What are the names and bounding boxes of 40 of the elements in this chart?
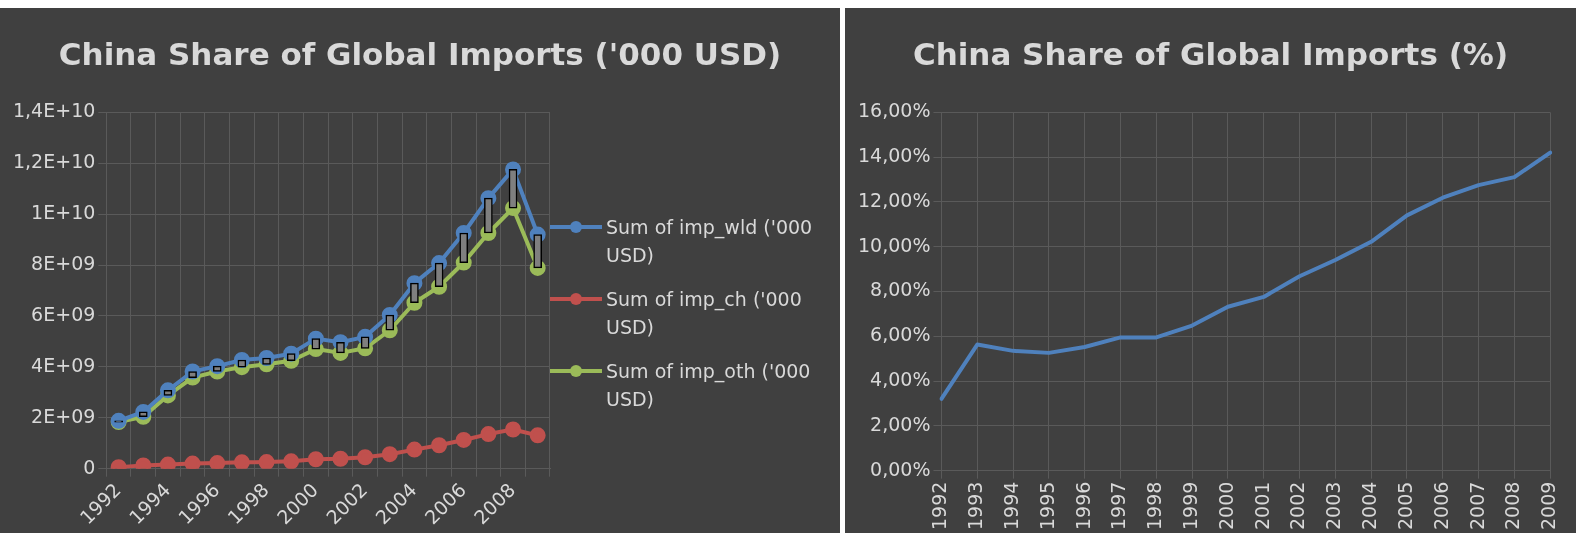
y-tick-label: 1E+10	[31, 201, 96, 224]
y-tick-label: 4,00%	[870, 368, 931, 391]
x-tick-label: 1995	[1035, 481, 1058, 531]
x-tick-label: 1994	[1000, 481, 1022, 531]
x-tick-label: 2004	[1358, 481, 1381, 531]
x-tick-label: 2003	[1322, 481, 1345, 531]
y-tick-label: 2E+09	[31, 404, 96, 427]
y-tick-label: 4E+09	[31, 353, 96, 376]
legend-label: Sum of imp_oth ('000 USD)	[606, 359, 812, 412]
y-tick-label: 8E+09	[31, 252, 96, 275]
x-tick-label: 1998	[1143, 481, 1166, 531]
y-tick-label: 8,00%	[870, 278, 931, 301]
x-tick-label: 2002	[1286, 481, 1309, 531]
y-tick-label: 0	[83, 455, 96, 478]
legend-label: Sum of imp_wld ('000 USD)	[606, 215, 814, 268]
y-tick-label: 6,00%	[870, 323, 931, 346]
y-tick-label: 1,2E+10	[12, 150, 96, 173]
x-tick-label: 1997	[1107, 481, 1130, 531]
y-tick-label: 2,00%	[870, 412, 931, 435]
x-tick-label: 2009	[1537, 481, 1560, 531]
x-tick-label: 2008	[1501, 481, 1524, 531]
x-tick-label: 1996	[1071, 481, 1094, 531]
x-tick-label: 2000	[1214, 481, 1237, 531]
x-tick-label: 1992	[928, 481, 951, 531]
y-tick-label: 16,00%	[857, 99, 931, 122]
x-tick-label: 1993	[964, 481, 987, 531]
x-tick-label: 2007	[1465, 481, 1488, 531]
x-tick-label: 2006	[1429, 481, 1452, 531]
y-tick-label: 0,00%	[870, 457, 931, 480]
y-tick-label: 6E+09	[31, 302, 96, 325]
legend-label: Sum of imp_ch ('000 USD)	[606, 287, 803, 340]
x-tick-label: 1999	[1179, 481, 1202, 531]
x-tick-label: 2005	[1393, 481, 1416, 531]
y-tick-label: 12,00%	[857, 188, 931, 211]
y-tick-label: 1,4E+10	[12, 99, 96, 122]
y-tick-label: 14,00%	[857, 144, 931, 167]
chart-title: China Share of Global Imports ('000 USD)	[57, 36, 783, 72]
chart-title: China Share of Global Imports (%)	[911, 36, 1510, 72]
y-tick-label: 10,00%	[857, 233, 931, 256]
x-tick-label: 2001	[1250, 481, 1273, 531]
